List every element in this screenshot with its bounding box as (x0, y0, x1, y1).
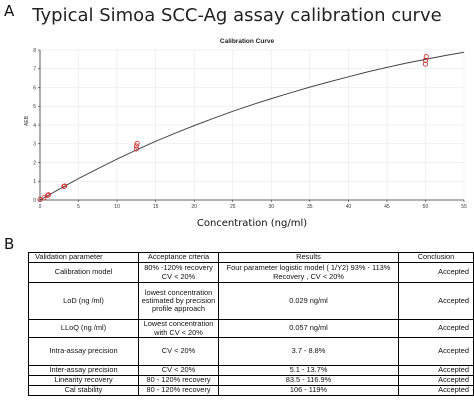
data-point (61, 183, 67, 189)
panel-label-a: A (4, 2, 15, 20)
x-tick-label: 5 (77, 204, 80, 210)
data-point (41, 195, 47, 201)
x-axis-label: Concentration (ng/ml) (197, 218, 307, 229)
cell-result: 3.7 - 8.8% (218, 337, 399, 366)
cell-param: Cal stability (28, 385, 139, 396)
header-validation-parameter: Validation parameter (28, 252, 139, 263)
cell-param: Inter-assay precision (28, 365, 139, 376)
cell-result: 0.029 ng/ml (218, 282, 399, 320)
header-conclusion: Conclusion (398, 252, 474, 263)
cell-result: 83.5 - 116.9% (218, 375, 399, 386)
cell-conclusion: Accepted (398, 385, 474, 396)
cell-criteria: lowest concentration estimated by precis… (138, 282, 219, 320)
data-point (62, 183, 68, 189)
header-acceptance-criteria: Acceptance crteria (138, 252, 219, 263)
data-point (422, 61, 428, 67)
y-tick-label: 5 (33, 104, 36, 110)
table-row: Calibration model 80% -120% recovery CV … (28, 262, 474, 283)
x-tick-label: 25 (230, 204, 236, 210)
y-tick-label: 1 (33, 179, 36, 185)
x-tick-label: 10 (114, 204, 120, 210)
data-point (134, 140, 140, 146)
x-tick-label: 55 (461, 204, 467, 210)
table-row: Inter-assay precision CV < 20% 5.1 - 13.… (28, 365, 474, 376)
data-point (133, 146, 139, 152)
data-point (37, 197, 43, 203)
panel-label-b: B (4, 235, 15, 253)
data-point (423, 54, 429, 60)
cell-result: 106 - 119% (218, 385, 399, 396)
y-tick-label: 7 (33, 67, 36, 73)
cell-param: Calibration model (28, 262, 139, 283)
header-results: Results (218, 252, 399, 263)
x-tick-label: 50 (423, 204, 429, 210)
cell-result: Four parameter logistic model ( 1/Y2) 93… (218, 262, 399, 283)
x-tick-label: 30 (268, 204, 274, 210)
x-tick-label: 45 (384, 204, 390, 210)
cell-criteria: CV < 20% (138, 337, 219, 366)
cell-conclusion: Accepted (398, 262, 474, 283)
table-row: LLoQ (ng /ml) Lowest concentration with … (28, 319, 474, 338)
cell-conclusion: Accepted (398, 337, 474, 366)
y-tick-label: 2 (33, 160, 36, 166)
calibration-chart: 0 5 10 15 20 25 30 35 40 45 50 55 0 1 2 3 4 5 6 7 8 Calibrati… (0, 30, 474, 235)
data-point (45, 192, 51, 198)
cell-param: Intra-assay precision (28, 337, 139, 366)
validation-table: Validation parameter Acceptance crteria … (28, 252, 474, 396)
y-axis-label: AEB (24, 115, 30, 126)
cell-conclusion: Accepted (398, 319, 474, 338)
y-tick-label: 6 (33, 85, 36, 91)
table-row: Cal stability 80 - 120% recovery 106 - 1… (28, 385, 474, 396)
cell-criteria: 80 - 120% recovery (138, 375, 219, 386)
validation-table-wrap: Validation parameter Acceptance crteria … (28, 252, 474, 396)
table-header-row: Validation parameter Acceptance crteria … (28, 252, 474, 263)
cell-param: LoD (ng /ml) (28, 282, 139, 320)
cell-param: Linearity recovery (28, 375, 139, 386)
data-point (45, 192, 51, 198)
x-tick-label: 0 (39, 204, 42, 210)
y-tick-label: 3 (33, 142, 36, 148)
figure-title: Typical Simoa SCC-Ag assay calibration c… (32, 5, 442, 26)
x-tick-label: 40 (346, 204, 352, 210)
table-row: Linearity recovery 80 - 120% recovery 83… (28, 375, 474, 386)
x-tick-label: 35 (307, 204, 313, 210)
table-row: Intra-assay precision CV < 20% 3.7 - 8.8… (28, 337, 474, 366)
cell-result: 5.1 - 13.7% (218, 365, 399, 376)
x-tick-label: 15 (153, 204, 159, 210)
chart-title: Calibration Curve (220, 38, 275, 45)
cell-criteria: 80 - 120% recovery (138, 385, 219, 396)
y-tick-label: 4 (33, 123, 36, 129)
cell-criteria: 80% -120% recovery CV < 20% (138, 262, 219, 283)
chart-svg: 0 5 10 15 20 25 30 35 40 45 50 55012345678Calibrati… (24, 38, 467, 229)
cell-criteria: Lowest concentration with CV < 20% (138, 319, 219, 338)
cell-result: 0.057 ng/ml (218, 319, 399, 338)
cell-conclusion: Accepted (398, 282, 474, 320)
y-tick-label: 0 (33, 198, 36, 204)
cell-param: LLoQ (ng /ml) (28, 319, 139, 338)
table-row: LoD (ng /ml) lowest concentration estima… (28, 282, 474, 320)
cell-conclusion: Accepted (398, 365, 474, 376)
y-tick-label: 8 (33, 48, 36, 54)
x-tick-label: 20 (191, 204, 197, 210)
calibration-curve-line (39, 51, 465, 201)
data-point (133, 143, 139, 149)
cell-criteria: CV < 20% (138, 365, 219, 376)
cell-conclusion: Accepted (398, 375, 474, 386)
